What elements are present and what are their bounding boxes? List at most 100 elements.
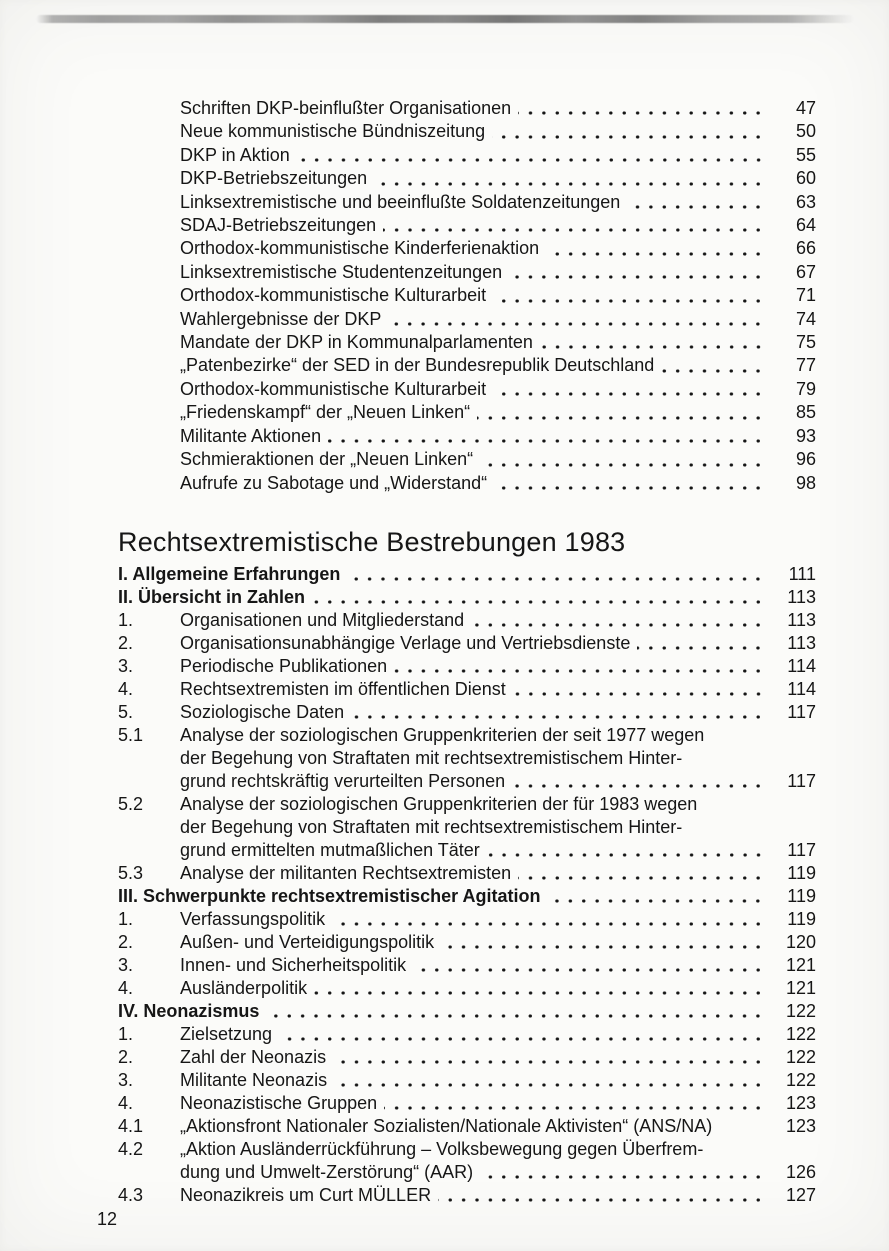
dot-leader — [441, 930, 766, 954]
entry-label: der Begehung von Straftaten mit rechtsex… — [180, 816, 683, 837]
dot-leader — [547, 884, 766, 908]
dot-leader — [493, 377, 766, 402]
toc-entry: Orthodox-kommunistische Kulturarbeit 79 — [118, 377, 816, 402]
entry-page-number: 123 — [785, 1092, 816, 1113]
entry-number: 5. — [118, 701, 134, 722]
scan-artifact-streak — [36, 15, 854, 23]
entry-page-number: 114 — [787, 655, 816, 676]
toc-upper-list: Schriften DKP-beinflußter Organisationen… — [118, 97, 816, 495]
toc-entry: 2. Organisationsunabhängige Verlage und V… — [118, 631, 816, 655]
entry-page-number: 122 — [785, 1000, 816, 1021]
dot-leader — [710, 1138, 766, 1161]
entry-label: Organisationsunabhängige Verlage und Ver… — [180, 632, 631, 653]
dot-leader — [637, 631, 766, 655]
dot-leader — [689, 816, 766, 839]
entry-number: 4. — [118, 977, 134, 998]
toc-entry: 2. Außen- und Verteidigungspolitik 120 — [118, 930, 816, 954]
toc-entry: Wahlergebnisse der DKP 74 — [118, 307, 816, 332]
entry-label: Rechtsextremisten im öffentlichen Dienst — [180, 678, 506, 699]
entry-page-number: 93 — [795, 425, 816, 446]
entry-page-number: 47 — [795, 98, 816, 118]
toc-entry: 4.3 Neonazikreis um Curt MÜLLER 127 — [118, 1183, 816, 1207]
dot-leader — [334, 1068, 766, 1092]
entry-label: Analyse der soziologischen Gruppenkriter… — [180, 793, 698, 814]
toc-entry: dung und Umwelt-Zerstörung“ (AAR) 126 — [118, 1160, 816, 1184]
toc-entry: DKP in Aktion 55 — [118, 143, 816, 168]
toc-entry: Mandate der DKP in Kommunalparlamenten 75 — [118, 331, 816, 355]
entry-label: Orthodox-kommunistische Kinderferienakti… — [180, 238, 540, 259]
toc-entry: 4. Ausländerpolitik 121 — [118, 976, 816, 1000]
entry-page-number: 77 — [795, 355, 816, 376]
entry-label: Analyse der soziologischen Gruppenkriter… — [180, 724, 705, 745]
entry-label: Außen- und Verteidigungspolitik — [180, 931, 435, 952]
entry-page-number: 111 — [788, 563, 816, 584]
entry-page-number: 121 — [785, 977, 816, 998]
dot-leader — [546, 237, 766, 261]
entry-label: „Patenbezirke“ der SED in der Bundesrepu… — [180, 355, 655, 376]
dot-leader — [471, 608, 766, 632]
dot-leader — [266, 999, 766, 1023]
entry-label: I. Allgemeine Erfahrungen — [118, 563, 341, 584]
entry-page-number: 121 — [785, 954, 816, 975]
toc-entry: Linksextremistische Studentenzeitungen 67 — [118, 260, 816, 285]
entry-page-number: 126 — [785, 1161, 816, 1182]
entry-label: Verfassungspolitik — [180, 908, 326, 929]
entry-page-number: 66 — [795, 238, 816, 259]
dot-leader — [512, 677, 766, 701]
entry-label: III. Schwerpunkte rechtsextremistischer … — [118, 885, 541, 906]
entry-label: Zielsetzung — [180, 1023, 273, 1044]
entry-page-number: 74 — [795, 308, 816, 329]
dot-leader — [312, 585, 766, 609]
entry-page-number: 79 — [795, 378, 816, 399]
entry-page-number: 60 — [795, 168, 816, 189]
entry-page-number: 75 — [795, 332, 816, 353]
toc-entry: 3. Innen- und Sicherheitspolitik 121 — [118, 953, 816, 977]
entry-number: 4.2 — [118, 1138, 144, 1159]
toc-entry: III. Schwerpunkte rechtsextremistischer … — [118, 884, 816, 908]
entry-label: Militante Aktionen — [180, 425, 322, 446]
entry-label: Schriften DKP-beinflußter Organisationen — [180, 98, 512, 118]
entry-label: Linksextremistische Studentenzeitungen — [180, 261, 503, 282]
section-heading: Rechtsextremistische Bestrebungen 1983 — [118, 526, 626, 557]
entry-number: 3. — [118, 1069, 134, 1090]
entry-page-number: 117 — [787, 839, 816, 860]
dot-leader — [518, 861, 766, 885]
toc-entry: 3. Periodische Publikationen 114 — [118, 654, 816, 678]
entry-page-number: 67 — [795, 261, 816, 282]
entry-page-number: 55 — [795, 144, 816, 165]
entry-page-number: 119 — [787, 908, 816, 929]
dot-leader — [711, 724, 766, 747]
dot-leader — [384, 1091, 766, 1115]
toc-entry: 2. Zahl der Neonazis 122 — [118, 1045, 816, 1069]
entry-page-number: 122 — [785, 1046, 816, 1067]
entry-number: 2. — [118, 1046, 134, 1067]
dot-leader — [383, 214, 766, 238]
entry-label: Soziologische Daten — [180, 701, 345, 722]
page-number-footer: 12 — [97, 1209, 118, 1229]
toc-main-list: I. Allgemeine Erfahrungen 111 II. Übersich… — [118, 562, 816, 1207]
entry-label: Orthodox-kommunistische Kulturarbeit — [180, 378, 487, 399]
entry-number: 3. — [118, 954, 134, 975]
entry-number: 4. — [118, 1092, 134, 1113]
entry-label: der Begehung von Straftaten mit rechtsex… — [180, 747, 683, 768]
entry-number: 1. — [118, 908, 134, 929]
dot-leader — [627, 190, 766, 215]
entry-number: 5.3 — [118, 862, 144, 883]
entry-page-number: 50 — [795, 121, 816, 142]
toc-entry: „Patenbezirke“ der SED in der Bundesrepu… — [118, 354, 816, 378]
entry-label: SDAJ-Betriebszeitungen — [180, 215, 377, 236]
toc-entry: 4. Neonazistische Gruppen 123 — [118, 1091, 816, 1115]
entry-label: DKP in Aktion — [180, 144, 290, 165]
dot-leader — [480, 448, 766, 472]
dot-leader — [394, 654, 766, 678]
entry-page-number: 113 — [787, 586, 816, 607]
entry-number: 1. — [118, 1023, 134, 1044]
entry-label: dung und Umwelt-Zerstörung“ (AAR) — [180, 1161, 474, 1182]
dot-leader — [347, 562, 766, 586]
entry-label: Wahlergebnisse der DKP — [180, 308, 382, 329]
dot-leader — [328, 424, 766, 449]
dot-leader — [374, 167, 766, 191]
dot-leader — [518, 97, 766, 121]
dot-leader — [480, 1160, 766, 1184]
